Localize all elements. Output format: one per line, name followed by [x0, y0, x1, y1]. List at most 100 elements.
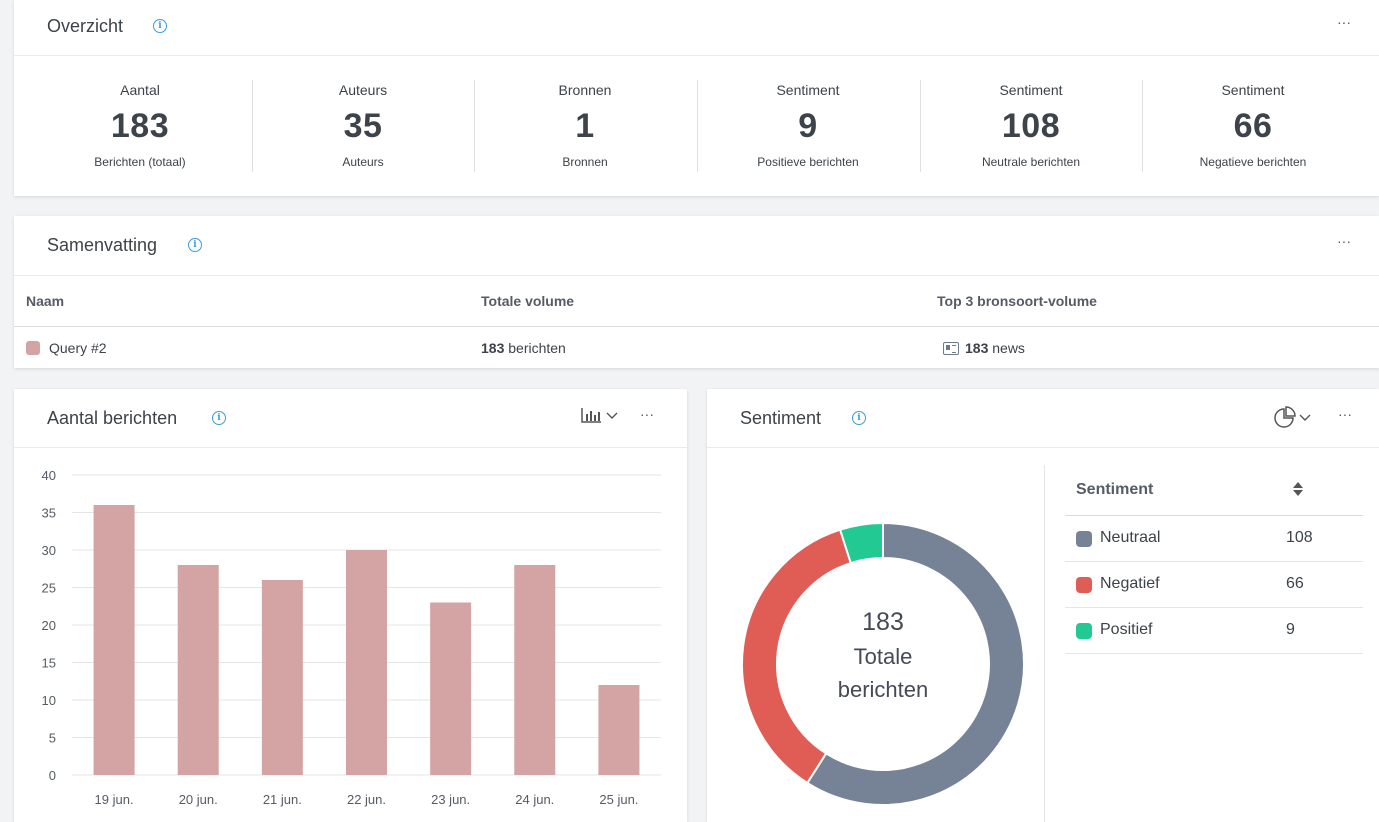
column-header-name[interactable]: Naam: [26, 293, 65, 309]
query-name-cell: Query #2: [26, 340, 107, 356]
bar[interactable]: [93, 505, 135, 775]
stat-sub: Berichten (totaal): [94, 155, 186, 169]
chart-type-switch[interactable]: [1274, 405, 1314, 432]
volume-count: 183: [481, 340, 505, 356]
column-header-top-sources[interactable]: Top 3 bronsoort-volume: [937, 293, 1097, 309]
donut-slice-positief[interactable]: [838, 521, 884, 565]
donut-center-value: 183: [862, 608, 904, 636]
donut-center-line2: berichten: [838, 677, 929, 702]
info-icon[interactable]: i: [212, 411, 226, 425]
stat-sub: Positieve berichten: [757, 155, 859, 169]
table-row[interactable]: Neutraal 108: [1065, 516, 1363, 562]
info-icon[interactable]: i: [852, 411, 866, 425]
y-tick-label: 15: [42, 656, 56, 671]
message-count-card: Aantal berichten i ··· 0 5 10 15 20 25 30 35 40 1…: [14, 389, 687, 822]
x-tick-label: 22 jun.: [347, 792, 386, 807]
bar-chart: 0 5 10 15 20 25 30 35 40 19 jun. 20 jun. 21 jun. 22 …: [42, 468, 661, 807]
bar-chart-icon: [581, 408, 618, 423]
y-tick-label: 5: [49, 731, 56, 746]
y-tick-label: 10: [42, 693, 56, 708]
y-tick-label: 30: [42, 543, 56, 558]
more-icon[interactable]: ···: [1337, 14, 1351, 30]
table-row[interactable]: Query #2 183 berichten 183 news: [14, 327, 1379, 368]
stat-authors: Auteurs 35 Auteurs: [252, 80, 474, 172]
stat-positive: Sentiment 9 Positieve berichten: [697, 80, 919, 172]
query-name: Query #2: [49, 340, 107, 356]
stat-sub: Negatieve berichten: [1199, 155, 1307, 169]
pie-chart-icon: [1274, 406, 1311, 428]
stat-sub: Bronnen: [562, 155, 608, 169]
x-tick-label: 19 jun.: [95, 792, 134, 807]
y-tick-label: 35: [42, 506, 56, 521]
stat-value: 108: [1001, 107, 1061, 145]
bar[interactable]: [598, 685, 640, 775]
message-count-title: Aantal berichten: [47, 408, 178, 428]
chart-type-switch[interactable]: [581, 406, 619, 427]
legend-swatch-negatief: [1076, 577, 1092, 593]
x-tick-label: 23 jun.: [431, 792, 470, 807]
sort-icon[interactable]: [1293, 482, 1303, 498]
bar[interactable]: [346, 550, 387, 775]
newspaper-icon: [943, 342, 959, 355]
legend-swatch-neutraal: [1076, 531, 1092, 547]
sentiment-value: 108: [1286, 529, 1313, 546]
stat-sub: Auteurs: [342, 155, 384, 169]
more-icon[interactable]: ···: [1337, 233, 1351, 249]
stat-value: 9: [798, 107, 818, 145]
summary-table-header: Naam Totale volume Top 3 bronsoort-volum…: [14, 276, 1379, 327]
stat-label: Sentiment: [776, 82, 840, 98]
summary-header: Samenvatting i ···: [14, 216, 1379, 276]
stat-label: Sentiment: [1221, 82, 1285, 98]
stat-value: 66: [1233, 107, 1273, 145]
stat-label: Auteurs: [338, 82, 388, 98]
stat-total-messages: Aantal 183 Berichten (totaal): [29, 80, 251, 172]
y-tick-label: 20: [42, 618, 56, 633]
sentiment-name: Neutraal: [1100, 529, 1161, 546]
message-count-header: Aantal berichten i ···: [14, 389, 687, 448]
sentiment-table-header: Sentiment: [1065, 465, 1363, 516]
sentiment-name: Negatief: [1100, 575, 1160, 592]
bar[interactable]: [261, 580, 303, 775]
divider: [474, 80, 475, 172]
table-row[interactable]: Positief 9: [1065, 608, 1363, 654]
stat-value: 35: [343, 107, 383, 145]
source-type-cell: 183 news: [943, 340, 1025, 356]
source-count: 183: [965, 340, 989, 356]
x-tick-label: 21 jun.: [263, 792, 302, 807]
source-unit: news: [988, 340, 1025, 356]
donut-slice-neutraal[interactable]: [805, 521, 1025, 806]
summary-title: Samenvatting: [47, 235, 158, 255]
sentiment-name: Positief: [1100, 621, 1153, 638]
volume-cell: 183 berichten: [481, 340, 566, 356]
table-row[interactable]: Negatief 66: [1065, 562, 1363, 608]
sentiment-value: 66: [1286, 575, 1304, 592]
stat-negative: Sentiment 66 Negatieve berichten: [1142, 80, 1364, 172]
x-tick-label: 20 jun.: [179, 792, 218, 807]
bar[interactable]: [177, 565, 219, 775]
divider: [697, 80, 698, 172]
y-tick-label: 25: [42, 581, 56, 596]
sentiment-title: Sentiment: [740, 408, 822, 428]
bar[interactable]: [430, 602, 472, 776]
stat-neutral: Sentiment 108 Neutrale berichten: [920, 80, 1142, 172]
more-icon[interactable]: ···: [1338, 406, 1352, 422]
donut-slice-negatief[interactable]: [741, 528, 853, 785]
divider: [1142, 80, 1143, 172]
sentiment-card: Sentiment i ··· 183 Totale berichten Senti…: [707, 389, 1379, 822]
stat-label: Sentiment: [999, 82, 1063, 98]
overview-title: Overzicht: [47, 16, 124, 36]
info-icon[interactable]: i: [153, 19, 167, 33]
info-icon[interactable]: i: [188, 238, 202, 252]
volume-unit: berichten: [504, 340, 566, 356]
summary-card: Samenvatting i ··· Naam Totale volume To…: [14, 216, 1379, 368]
bar[interactable]: [514, 565, 556, 775]
stat-value: 183: [110, 107, 170, 145]
x-tick-label: 25 jun.: [599, 792, 638, 807]
divider: [252, 80, 253, 172]
query-color-swatch: [26, 341, 40, 355]
stat-sub: Neutrale berichten: [981, 155, 1081, 169]
donut-chart: 183 Totale berichten: [741, 521, 1025, 806]
divider: [920, 80, 921, 172]
more-icon[interactable]: ···: [640, 406, 654, 422]
column-header-volume[interactable]: Totale volume: [481, 293, 575, 309]
